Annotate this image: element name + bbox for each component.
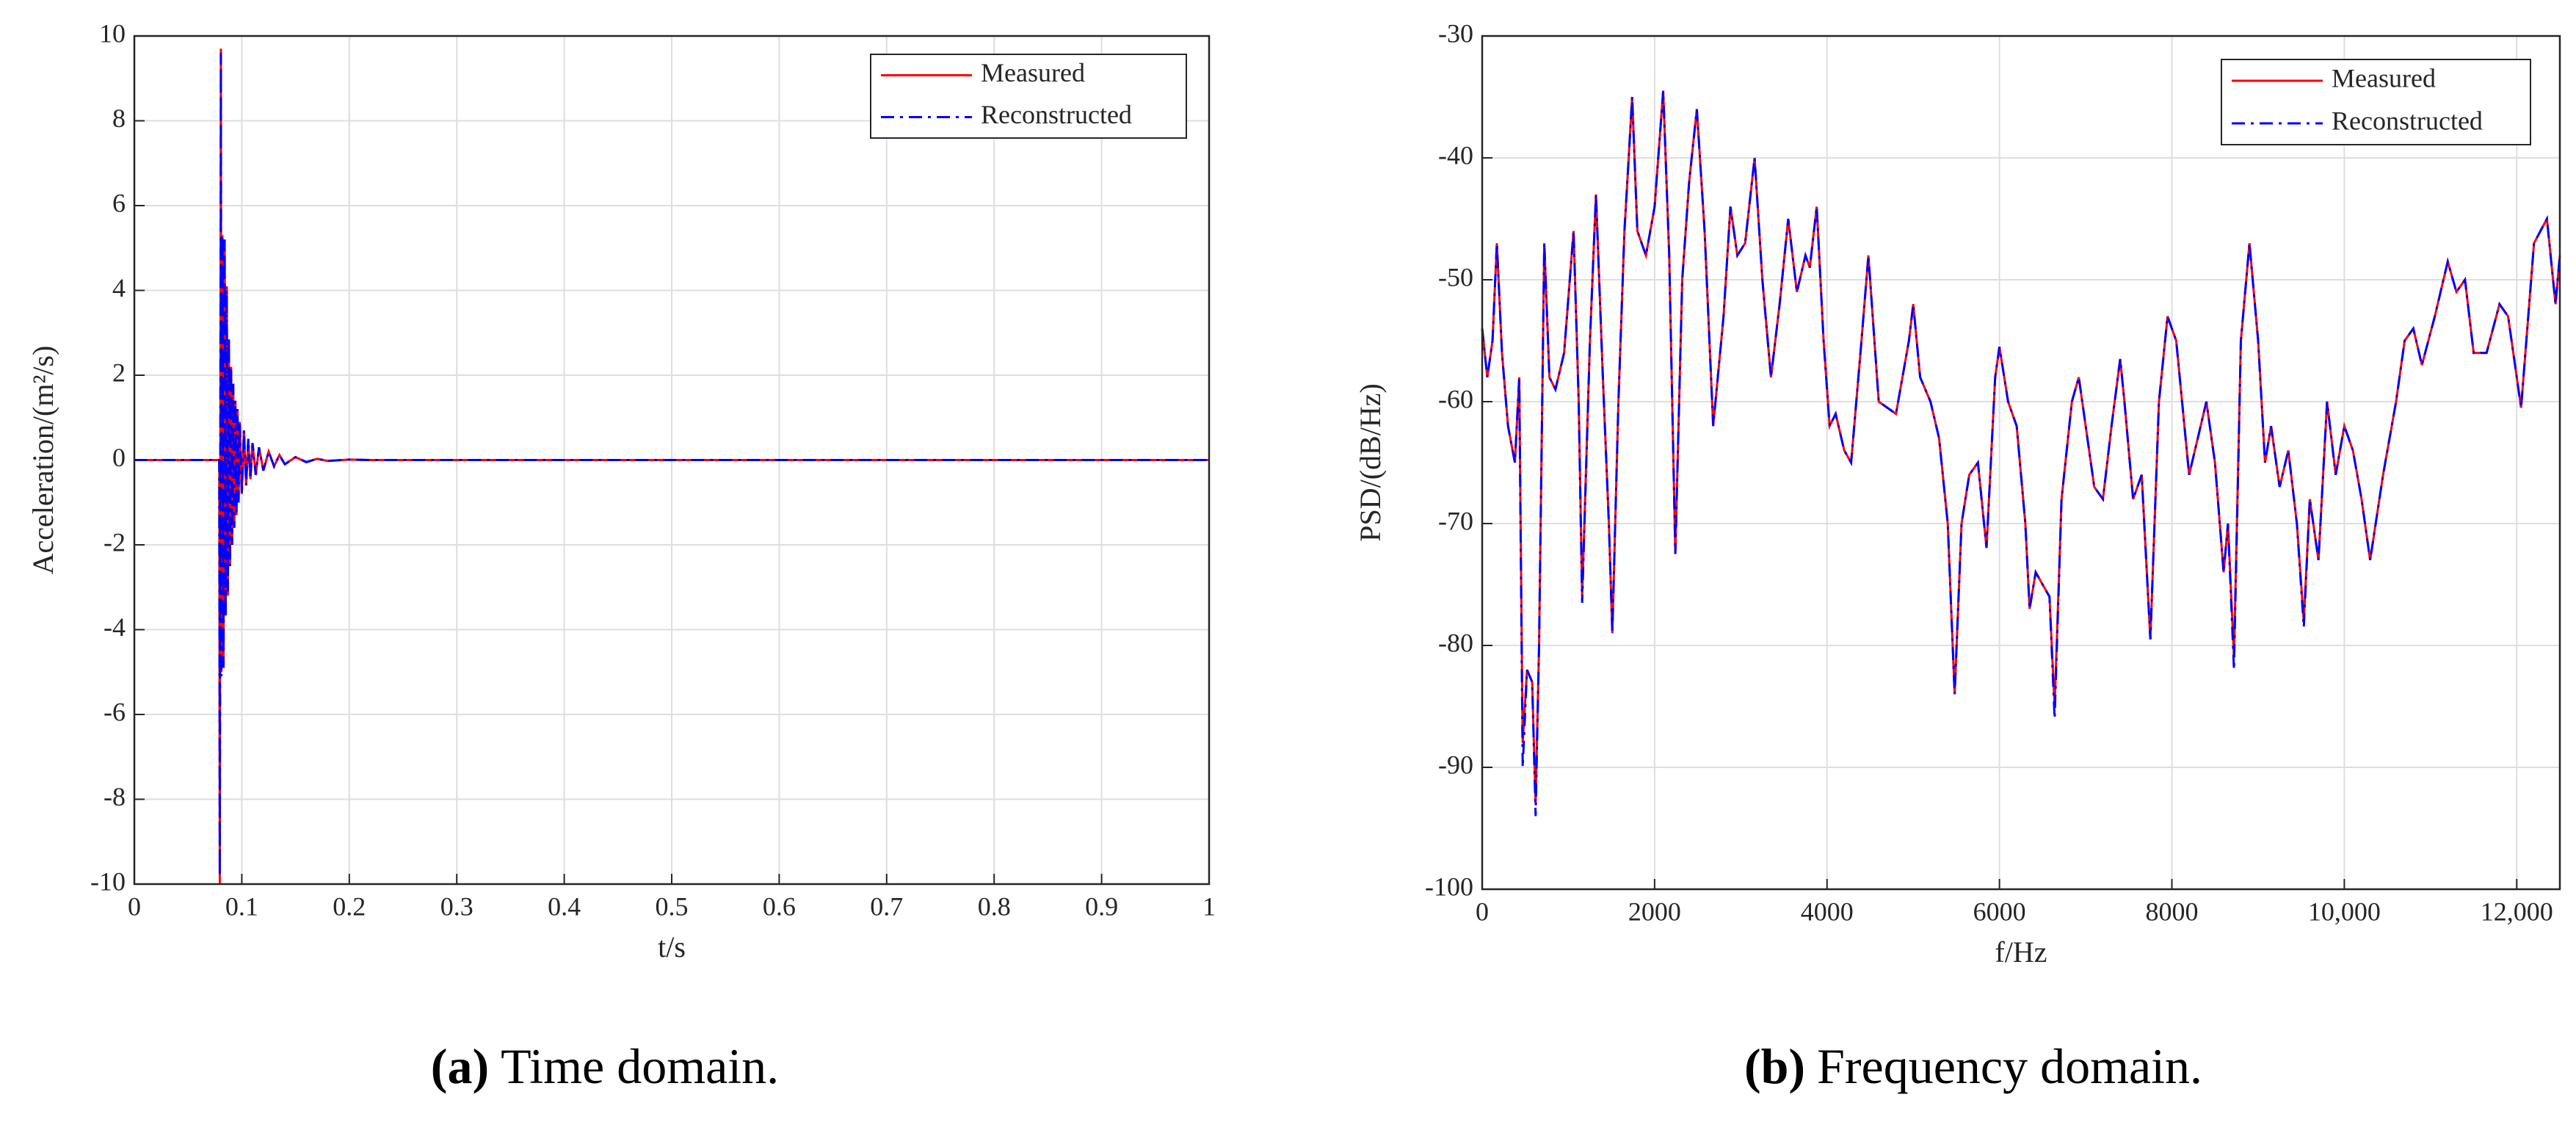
y-tick-label: -80	[1438, 628, 1473, 657]
x-tick-label: 0.5	[656, 891, 689, 921]
x-tick-label: 10,000	[2308, 897, 2381, 926]
x-tick-label: 4000	[1801, 897, 1854, 926]
plot-frame	[133, 35, 1211, 886]
x-tick-label: 0	[1476, 897, 1489, 926]
y-tick-label: -4	[104, 612, 126, 642]
x-axis-label: f/Hz	[1995, 935, 2047, 969]
legend-label: Reconstructed	[2332, 106, 2483, 135]
chart: 0 0.1 0.2 0.3 0.4 0.5 0.6 0.7 0.8 0.9 1 -10 -8 -6 -4 -2…	[26, 18, 1216, 1093]
x-tick-label: 6000	[1973, 897, 2026, 926]
chart: 0 2000 4000 6000 8000 10,000 12,000 -100 -90 -80 -…	[1354, 18, 2561, 1094]
caption-label: (a)	[431, 1038, 489, 1094]
caption: (b) Frequency domain.	[1744, 1038, 2202, 1094]
y-tick-label: -60	[1438, 384, 1473, 413]
caption-text: Time domain.	[501, 1038, 779, 1094]
x-tick-label: 0.1	[225, 891, 258, 921]
x-tick-label: 0.9	[1085, 891, 1118, 921]
y-tick-label: -100	[1425, 872, 1473, 901]
y-tick-label: 8	[112, 104, 126, 133]
y-tick-label: 2	[112, 358, 126, 387]
series-line	[1481, 90, 2561, 804]
caption-label: (b)	[1744, 1038, 1805, 1094]
x-tick-label: 12,000	[2481, 897, 2553, 926]
legend-label: Reconstructed	[981, 100, 1132, 129]
caption-text: Frequency domain.	[1817, 1038, 2202, 1094]
x-tick-label: 0.8	[978, 891, 1011, 921]
y-tick-label: 4	[112, 273, 126, 303]
y-tick-label: -2	[104, 527, 126, 557]
y-tick-label: -40	[1438, 140, 1473, 170]
legend-label: Measured	[981, 58, 1085, 87]
plot-frame	[1481, 35, 2561, 891]
y-tick-label: -90	[1438, 750, 1473, 779]
y-tick-label: -30	[1438, 18, 1473, 48]
y-tick-label: -10	[90, 866, 126, 896]
legend-box	[2221, 59, 2531, 145]
x-tick-label: 1	[1202, 891, 1216, 921]
x-tick-label: 0.6	[763, 891, 796, 921]
y-tick-label: -8	[104, 782, 126, 811]
x-tick-label: 0.7	[870, 891, 903, 921]
y-tick-label: -50	[1438, 262, 1473, 292]
y-tick-label: 0	[112, 443, 126, 472]
y-tick-label: -70	[1438, 506, 1473, 535]
y-axis-label: Acceleration/(m²/s)	[26, 346, 59, 575]
legend-label: Measured	[2332, 63, 2436, 93]
x-tick-label: 0	[128, 891, 141, 921]
x-tick-label: 8000	[2146, 897, 2199, 926]
x-tick-label: 2000	[1628, 897, 1681, 926]
series-line	[1481, 90, 2561, 817]
y-tick-label: 6	[112, 188, 126, 217]
legend-box	[870, 54, 1187, 139]
y-tick-label: 10	[99, 18, 126, 48]
x-tick-label: 0.2	[333, 891, 366, 921]
y-axis-label: PSD/(dB/Hz)	[1354, 383, 1387, 542]
caption: (a) Time domain.	[431, 1038, 779, 1094]
x-axis-label: t/s	[658, 930, 686, 963]
y-tick-label: -6	[104, 697, 126, 726]
x-tick-label: 0.4	[548, 891, 581, 921]
x-tick-label: 0.3	[440, 891, 474, 921]
series-line	[134, 53, 1209, 876]
